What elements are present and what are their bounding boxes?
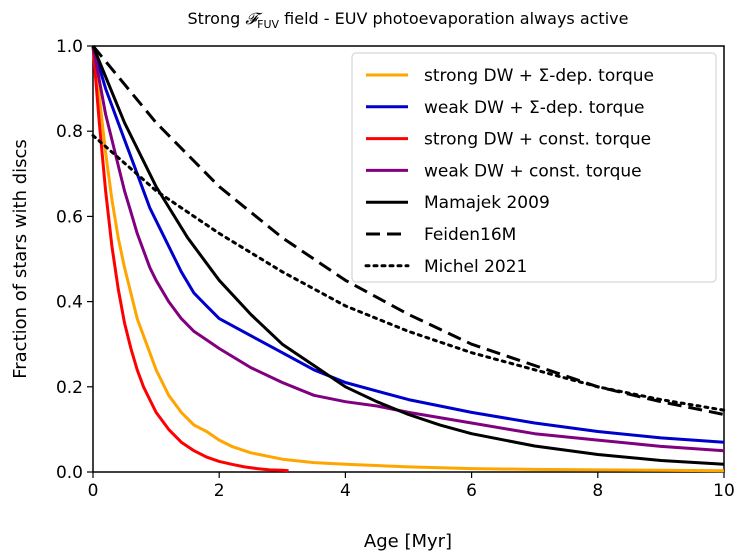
legend-label: strong DW + Σ-dep. torque — [424, 66, 654, 86]
series-line-mamajek-2009 — [91, 45, 725, 466]
x-tick-label: 0 — [88, 481, 99, 501]
x-axis-label: Age [Myr] — [364, 531, 452, 552]
chart-title: Strong 𝓕FUV field - EUV photoevaporation… — [188, 9, 629, 31]
legend: strong DW + Σ-dep. torque weak DW + Σ-dep… — [351, 52, 717, 283]
series-line-strong-dw-const-torque — [91, 45, 289, 473]
y-tick-label: 0.2 — [56, 378, 83, 398]
y-tick-label: 0.8 — [56, 122, 83, 142]
legend-label: Feiden16M — [424, 225, 516, 245]
x-ticks: 0 2 4 6 8 10 — [88, 472, 735, 501]
x-tick-label: 2 — [214, 481, 225, 501]
legend-box — [351, 52, 717, 283]
y-tick-label: 0.4 — [56, 293, 83, 313]
x-tick-label: 6 — [466, 481, 477, 501]
x-tick-label: 10 — [713, 481, 735, 501]
series-line-strong-dw-dep-torque — [91, 45, 725, 473]
legend-label: Michel 2021 — [424, 257, 527, 277]
legend-items: strong DW + Σ-dep. torque weak DW + Σ-dep… — [364, 66, 654, 277]
x-tick-label: 8 — [592, 481, 603, 501]
y-ticks: 0.0 0.2 0.4 0.6 0.8 1.0 — [56, 37, 93, 483]
y-tick-label: 0.6 — [56, 207, 83, 227]
series-line-weak-dw-dep-torque — [91, 45, 725, 444]
series-lines — [91, 45, 726, 473]
legend-label: Mamajek 2009 — [424, 193, 550, 213]
legend-label: weak DW + const. torque — [424, 161, 642, 181]
y-tick-label: 1.0 — [56, 37, 83, 57]
legend-label: weak DW + Σ-dep. torque — [424, 98, 645, 118]
x-tick-label: 4 — [340, 481, 351, 501]
series-line-weak-dw-const-torque — [91, 45, 725, 453]
series-line-michel-2021 — [91, 134, 726, 412]
y-tick-label: 0.0 — [56, 463, 83, 483]
plot-frame — [92, 45, 725, 473]
y-axis-label: Fraction of stars with discs — [10, 139, 31, 379]
legend-label: strong DW + const. torque — [424, 130, 651, 150]
